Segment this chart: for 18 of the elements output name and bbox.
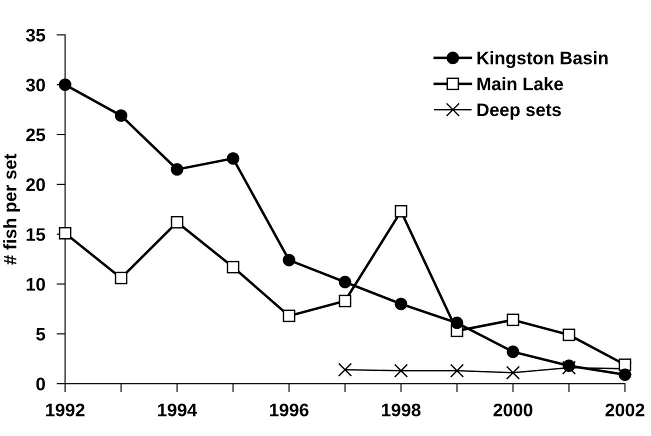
x-tick-label: 2000 bbox=[494, 404, 532, 416]
y-tick-label: 30 bbox=[26, 78, 45, 92]
x-tick-label: 1998 bbox=[382, 404, 421, 416]
legend-label: Kingston Basin bbox=[478, 51, 608, 68]
x-tick-label: 1996 bbox=[270, 404, 308, 416]
y-axis-title: # fish per set bbox=[3, 154, 20, 265]
y-tick-label: 15 bbox=[26, 228, 46, 241]
x-tick-label: 1994 bbox=[158, 404, 198, 416]
y-tick-label: 35 bbox=[26, 28, 46, 42]
legend-label: Deep sets bbox=[478, 104, 561, 120]
y-tick-label: 10 bbox=[26, 278, 45, 291]
y-tick-label: 5 bbox=[36, 328, 46, 341]
y-tick-label: 25 bbox=[26, 128, 46, 142]
x-tick-label: 1992 bbox=[46, 404, 84, 416]
y-tick-label: 20 bbox=[26, 178, 45, 192]
y-tick-label: 0 bbox=[36, 378, 45, 390]
legend-label: Main Lake bbox=[478, 77, 563, 90]
x-tick-label: 2002 bbox=[606, 404, 644, 416]
